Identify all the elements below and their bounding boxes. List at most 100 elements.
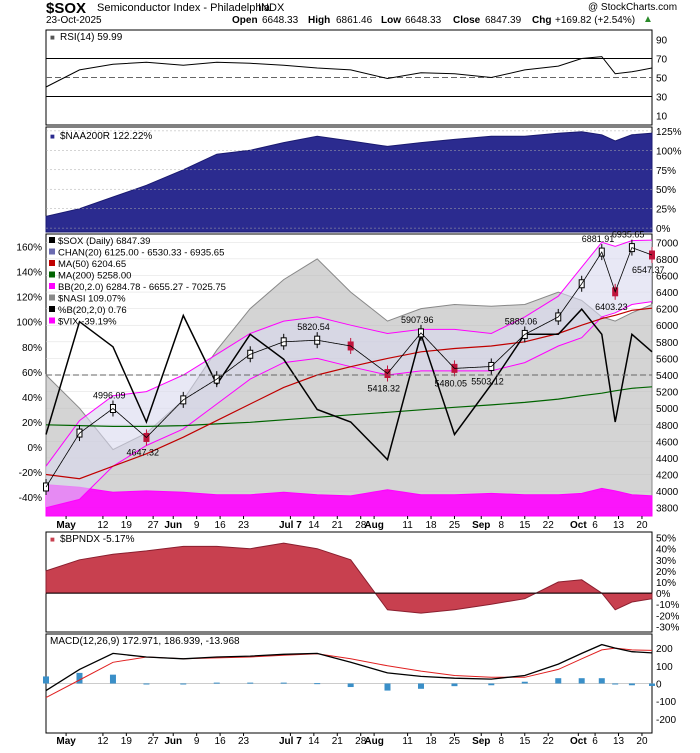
bpndx-legend: $BPNDX -5.17% [60, 534, 135, 545]
up-arrow-icon: ▲ [643, 14, 653, 25]
x-axis-label: 8 [499, 736, 505, 747]
bpndx-legend-marker: ■ [50, 535, 55, 544]
macd-histogram-bar [76, 672, 83, 684]
macd-tick-label: 100 [656, 662, 673, 673]
price-tick-right: 6000 [656, 321, 679, 332]
price-annotation: 5820.54 [297, 322, 330, 332]
bpndx-area [45, 542, 653, 614]
price-tick-right: 5400 [656, 371, 679, 382]
price-annotation: 5503.12 [471, 376, 504, 386]
macd-histogram-bar [180, 683, 187, 685]
x-axis-label: 11 [402, 520, 413, 531]
price-legend-swatch [49, 271, 55, 278]
price-tick-right: 5600 [656, 354, 679, 365]
x-axis-label: 12 [97, 736, 109, 747]
naa-tick-label: 100% [656, 146, 682, 157]
x-axis-label: 9 [194, 736, 200, 747]
x-axis-label: 19 [121, 520, 133, 531]
price-annotation: 6547.37 [632, 265, 665, 275]
macd-histogram-bar [384, 683, 391, 691]
macd-histogram-bar [451, 683, 458, 687]
ma50-line [45, 307, 653, 480]
price-annotation: 6403.23 [595, 302, 628, 312]
price-tick-right: 4400 [656, 454, 679, 465]
x-axis-label: Aug [364, 520, 383, 531]
price-tick-right: 5800 [656, 338, 679, 349]
price-tick-right: 5000 [656, 404, 679, 415]
price-annotation: 4647.32 [126, 447, 159, 457]
bpndx-tick-label: -30% [656, 622, 679, 633]
price-legend-item: $SOX (Daily) 6847.39 [58, 236, 150, 247]
macd-tick-label: 0 [656, 680, 662, 691]
price-annotation: 6881.91 [582, 234, 615, 244]
price-tick-right: 5200 [656, 388, 679, 399]
price-tick-right: 4800 [656, 421, 679, 432]
price-legend-item: BB(20,2.0) 6284.78 - 6655.27 - 7025.75 [58, 282, 226, 293]
price-legend-swatch [49, 317, 55, 324]
bpndx-tick-label: 50% [656, 534, 676, 545]
bb-band-fill [46, 240, 652, 508]
naa-legend-marker: ■ [50, 132, 55, 141]
macd-histogram-bar [488, 683, 495, 686]
x-axis-label: 19 [121, 736, 133, 747]
naa-tick-label: 50% [656, 185, 676, 196]
price-tick-left: -40% [19, 493, 42, 504]
bpndx-tick-label: 10% [656, 578, 676, 589]
price-annotation: 5418.32 [368, 384, 401, 394]
macd-legend: MACD(12,26,9) 172.971, 186.939, -13.968 [50, 636, 240, 647]
price-legend-swatch [49, 260, 55, 266]
x-axis-label: 18 [425, 736, 437, 747]
price-tick-right: 6400 [656, 288, 679, 299]
macd-tick-label: -200 [656, 715, 676, 726]
x-axis-label: 13 [613, 520, 625, 531]
x-axis-label: Oct [570, 520, 587, 531]
macd-tick-label: 200 [656, 644, 673, 655]
x-axis-label: 15 [519, 520, 531, 531]
naa-tick-label: 25% [656, 205, 676, 216]
x-axis-label: 6 [592, 520, 598, 531]
x-axis-label: 25 [449, 736, 461, 747]
x-axis-label: 21 [332, 736, 344, 747]
ma200-line [45, 386, 653, 427]
x-axis-label: 21 [332, 520, 344, 531]
price-tick-left: 120% [16, 293, 42, 304]
price-tick-left: 80% [22, 343, 42, 354]
x-axis-label: 20 [636, 736, 648, 747]
macd-tick-label: -100 [656, 697, 676, 708]
x-axis-label: Jul 7 [279, 736, 302, 747]
price-annotation: 5889.06 [505, 316, 538, 326]
price-tick-left: 60% [22, 368, 42, 379]
price-tick-left: 100% [16, 318, 42, 329]
price-legend-swatch [49, 248, 55, 255]
rsi-tick-label: 50 [656, 74, 668, 85]
x-axis-label: Sep [472, 736, 490, 747]
price-legend-item: $NASI 109.07% [58, 294, 126, 305]
high-value: 6861.46 [336, 15, 373, 26]
chg-label: Chg [532, 15, 552, 26]
x-axis-label: 22 [543, 736, 555, 747]
price-legend-swatch [49, 294, 55, 301]
x-axis-label: 18 [425, 520, 437, 531]
symbol: $SOX [46, 0, 87, 17]
x-axis-label: 23 [238, 520, 250, 531]
x-axis-label: 16 [215, 520, 227, 531]
x-axis-label: Jul 7 [279, 520, 302, 531]
naa-legend: $NAA200R 122.22% [60, 131, 152, 142]
price-line [45, 247, 653, 488]
macd-histogram-bar [347, 683, 354, 688]
bpndx-tick-label: -20% [656, 611, 679, 622]
price-legend-item: $VIX -39.19% [58, 317, 117, 328]
price-legend-item: MA(50) 6204.65 [58, 259, 126, 270]
price-tick-right: 6200 [656, 305, 679, 316]
x-axis-label: 28 [355, 736, 367, 747]
price-tick-left: 0% [28, 443, 43, 454]
macd-histogram-bar [43, 676, 49, 684]
x-axis-label: 27 [148, 520, 160, 531]
macd-histogram-bar [109, 674, 116, 684]
vix-area [45, 484, 653, 517]
x-axis-label: 23 [238, 736, 250, 747]
price-tick-right: 6800 [656, 255, 679, 266]
macd-histogram-bar [612, 683, 619, 685]
macd-histogram-bar [649, 683, 655, 686]
price-tick-right: 4200 [656, 471, 679, 482]
